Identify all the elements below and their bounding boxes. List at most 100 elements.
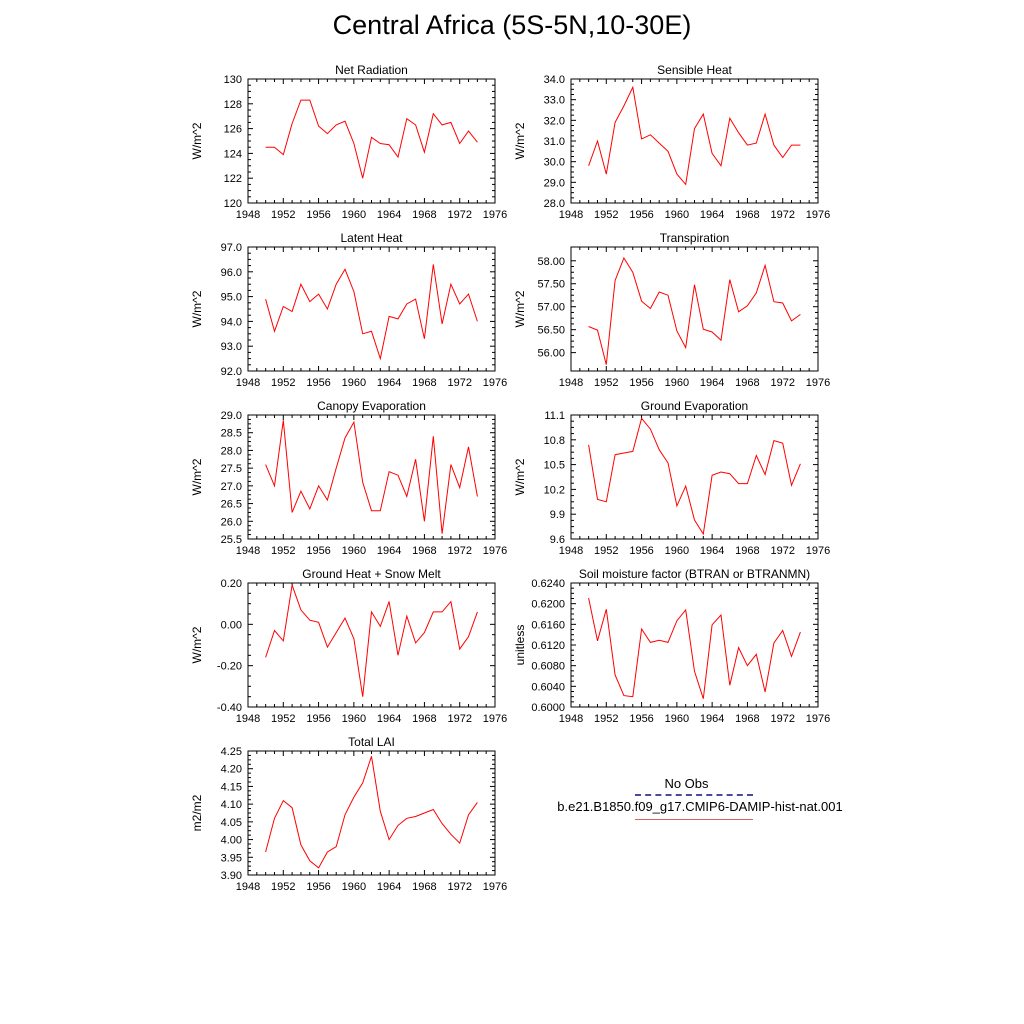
y-axis-label: unitless — [513, 625, 527, 666]
y-axis-label: W/m^2 — [190, 626, 204, 663]
y-tick-label: 0.6040 — [531, 681, 565, 693]
x-tick-label: 1972 — [770, 209, 794, 221]
panel-title: Total LAI — [348, 735, 395, 749]
y-tick-label: 93.0 — [221, 341, 242, 353]
y-tick-label: 4.20 — [221, 764, 242, 776]
x-tick-label: 1948 — [236, 713, 260, 725]
y-tick-label: 58.00 — [537, 256, 565, 268]
x-tick-label: 1976 — [483, 209, 507, 221]
y-tick-label: 26.0 — [221, 516, 242, 528]
x-tick-label: 1968 — [735, 713, 759, 725]
x-tick-label: 1956 — [306, 881, 330, 893]
x-tick-label: 1968 — [412, 209, 436, 221]
y-tick-label: 30.0 — [544, 157, 565, 169]
y-axis-label: W/m^2 — [513, 122, 527, 159]
series-line — [588, 256, 801, 365]
y-tick-label: 56.00 — [537, 348, 565, 360]
y-tick-label: 29.0 — [544, 177, 565, 189]
x-tick-label: 1948 — [559, 545, 583, 557]
panel-4: Transpiration W/m^2 1948 1952 1956 1960 1964 19… — [513, 231, 830, 389]
x-tick-label: 1964 — [700, 713, 724, 725]
panel-title: Soil moisture factor (BTRAN or BTRANMN) — [579, 567, 810, 581]
figure-title: Central Africa (5S-5N,10-30E) — [332, 10, 692, 40]
series-line — [588, 597, 801, 699]
y-axis-label: W/m^2 — [190, 458, 204, 495]
x-tick-label: 1948 — [559, 377, 583, 389]
y-tick-label: 10.8 — [544, 435, 565, 447]
x-tick-label: 1960 — [665, 209, 689, 221]
plot-frame — [570, 582, 819, 708]
y-tick-label: 3.90 — [221, 870, 242, 882]
x-tick-label: 1952 — [271, 545, 295, 557]
x-tick-label: 1972 — [447, 209, 471, 221]
y-tick-label: 31.0 — [544, 136, 565, 148]
panel-title: Latent Heat — [340, 231, 403, 245]
y-axis-label: W/m^2 — [513, 458, 527, 495]
y-tick-label: 4.25 — [221, 746, 242, 758]
y-tick-label: 130 — [224, 74, 242, 86]
y-tick-label: 57.00 — [537, 302, 565, 314]
x-tick-label: 1960 — [342, 377, 366, 389]
y-tick-label: 11.1 — [544, 410, 565, 422]
x-tick-label: 1968 — [735, 545, 759, 557]
y-tick-label: 0.20 — [221, 578, 242, 590]
x-tick-label: 1972 — [770, 377, 794, 389]
x-tick-label: 1968 — [735, 209, 759, 221]
series-line — [265, 420, 478, 534]
x-tick-label: 1976 — [806, 713, 830, 725]
series-line — [588, 417, 801, 536]
y-tick-label: 124 — [224, 148, 242, 160]
y-tick-label: 97.0 — [221, 242, 242, 254]
y-tick-label: 9.9 — [550, 509, 565, 521]
y-tick-label: -0.20 — [217, 661, 242, 673]
y-tick-label: 0.6120 — [531, 640, 565, 652]
y-tick-label: 28.0 — [544, 198, 565, 210]
x-tick-label: 1964 — [700, 377, 724, 389]
x-tick-label: 1952 — [594, 545, 618, 557]
x-tick-label: 1976 — [483, 881, 507, 893]
x-tick-label: 1972 — [770, 545, 794, 557]
y-tick-label: 4.05 — [221, 817, 242, 829]
x-tick-label: 1948 — [559, 713, 583, 725]
x-tick-label: 1952 — [271, 377, 295, 389]
y-tick-label: 32.0 — [544, 115, 565, 127]
y-tick-label: 96.0 — [221, 267, 242, 279]
y-axis-label: m2/m2 — [190, 794, 204, 831]
panel-6: Ground Evaporation W/m^2 1948 1952 1956 1960 1… — [513, 399, 830, 557]
x-tick-label: 1964 — [377, 377, 401, 389]
panel-title: Canopy Evaporation — [317, 399, 426, 413]
x-tick-label: 1968 — [412, 713, 436, 725]
y-tick-label: 120 — [224, 198, 242, 210]
x-tick-label: 1964 — [377, 713, 401, 725]
x-tick-label: 1964 — [700, 209, 724, 221]
y-tick-label: -0.40 — [217, 702, 242, 714]
x-tick-label: 1956 — [306, 209, 330, 221]
panel-1: Net Radiation W/m^2 1948 1952 1956 1960 1964 19… — [190, 63, 507, 221]
series-line — [265, 99, 478, 179]
x-tick-label: 1952 — [271, 713, 295, 725]
y-tick-label: 0.6080 — [531, 661, 565, 673]
y-tick-label: 0.6000 — [531, 702, 565, 714]
y-tick-label: 27.0 — [221, 481, 242, 493]
panel-3: Latent Heat W/m^2 1948 1952 1956 1960 1964 1968… — [190, 231, 507, 389]
x-tick-label: 1956 — [629, 209, 653, 221]
x-tick-label: 1976 — [483, 545, 507, 557]
legend-series-label: b.e21.B1850.f09_g17.CMIP6-DAMIP-hist-nat… — [557, 799, 843, 814]
x-tick-label: 1972 — [447, 881, 471, 893]
x-tick-label: 1956 — [629, 545, 653, 557]
x-tick-label: 1976 — [806, 545, 830, 557]
y-tick-label: 56.50 — [537, 325, 565, 337]
y-tick-label: 4.15 — [221, 781, 242, 793]
legend-title: No Obs — [664, 776, 709, 791]
y-tick-label: 126 — [224, 124, 242, 136]
x-tick-label: 1952 — [594, 377, 618, 389]
x-tick-label: 1964 — [700, 545, 724, 557]
x-tick-label: 1960 — [342, 881, 366, 893]
y-tick-label: 29.0 — [221, 410, 242, 422]
x-tick-label: 1968 — [412, 881, 436, 893]
x-tick-label: 1960 — [665, 713, 689, 725]
y-tick-label: 10.2 — [544, 484, 565, 496]
x-tick-label: 1972 — [770, 713, 794, 725]
y-tick-label: 128 — [224, 99, 242, 111]
